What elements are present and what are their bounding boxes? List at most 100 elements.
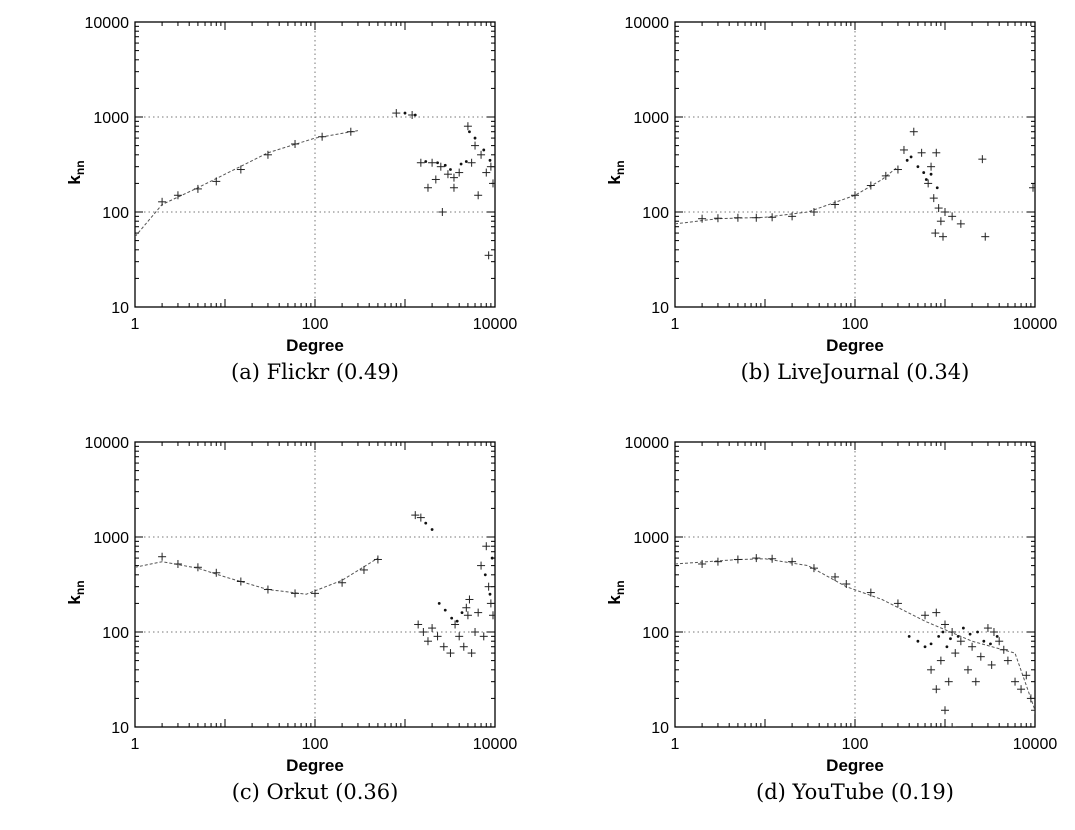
- data-point: [482, 168, 491, 177]
- data-point: [936, 217, 945, 226]
- data-point: [411, 511, 420, 520]
- data-point: [927, 162, 936, 171]
- y-tick-label: 1000: [93, 110, 129, 127]
- data-point: [987, 660, 996, 669]
- data-point: [490, 556, 494, 560]
- data-point: [941, 706, 949, 715]
- data-point: [346, 127, 355, 136]
- data-point: [477, 150, 486, 159]
- data-point: [938, 232, 947, 241]
- data-point: [956, 634, 960, 638]
- y-tick-label: 1000: [633, 110, 669, 127]
- data-point: [438, 208, 447, 216]
- data-point: [459, 162, 463, 166]
- data-point: [927, 665, 936, 674]
- data-point: [158, 552, 167, 561]
- chart-panel-livejournal: 1 100 10000 10 100 1000 10000 Degree knn (b) Live…: [540, 0, 1070, 410]
- data-point: [922, 171, 926, 174]
- data-point: [482, 148, 486, 152]
- data-point: [236, 577, 245, 586]
- data-point: [173, 559, 182, 568]
- data-point: [431, 175, 440, 184]
- data-point: [479, 632, 488, 641]
- data-point: [467, 649, 476, 658]
- chart-panel-flickr: 1 100 10000 10 100 1000 10000 Degree knn (a) Flic…: [0, 0, 530, 410]
- data-point: [450, 616, 454, 620]
- data-point: [439, 642, 448, 651]
- data-point: [936, 656, 945, 665]
- data-point: [698, 559, 707, 568]
- data-point: [842, 580, 851, 589]
- y-axis-label: knn: [605, 160, 627, 184]
- data-point: [482, 542, 491, 551]
- data-point: [467, 158, 476, 167]
- data-point: [488, 611, 495, 620]
- data-point: [449, 168, 452, 171]
- data-point: [484, 582, 493, 591]
- data-point: [403, 111, 407, 115]
- data-group: [675, 554, 1035, 727]
- x-tick-label: 10000: [1013, 736, 1058, 753]
- data-point: [1031, 706, 1035, 715]
- y-tick-label: 1000: [633, 530, 669, 547]
- data-point: [311, 589, 319, 598]
- x-tick-label: 10000: [473, 736, 518, 753]
- data-point: [173, 191, 182, 200]
- data-point: [486, 599, 495, 608]
- data-point: [428, 624, 437, 633]
- data-point: [1028, 183, 1035, 192]
- data-point: [956, 637, 965, 646]
- y-tick-label: 10: [111, 300, 129, 317]
- data-point: [464, 160, 468, 163]
- data-point: [924, 178, 928, 181]
- x-tick-label: 1: [671, 316, 680, 333]
- chart-svg: 1 100 10000 10 100 1000 10000 Degree knn (b) Live…: [605, 15, 1057, 384]
- y-tick-label: 100: [102, 625, 129, 642]
- data-point: [424, 521, 428, 525]
- x-tick-label: 1: [131, 316, 140, 333]
- data-point: [893, 599, 902, 608]
- data-point: [752, 213, 761, 222]
- chart-svg: 1 100 10000 10 100 1000 10000 Degree knn (c) Orku…: [65, 435, 518, 804]
- data-point: [907, 634, 911, 638]
- data-point: [923, 645, 927, 649]
- data-point: [455, 168, 464, 177]
- data-point: [236, 165, 245, 174]
- data-point: [983, 624, 992, 633]
- data-point: [809, 208, 818, 216]
- data-point: [916, 165, 920, 169]
- data-point: [473, 136, 477, 140]
- y-tick-label: 100: [642, 625, 669, 642]
- data-point: [995, 634, 999, 638]
- data-point: [968, 642, 977, 651]
- data-point: [455, 632, 464, 641]
- data-point: [981, 232, 990, 241]
- trend-line: [135, 130, 358, 238]
- data-point: [768, 554, 777, 563]
- data-point: [318, 132, 327, 141]
- data-point: [359, 565, 368, 574]
- data-point: [932, 685, 941, 694]
- data-point: [788, 557, 797, 566]
- data-point: [851, 191, 859, 200]
- data-group: [675, 127, 1035, 241]
- tick-marks: [674, 21, 1036, 308]
- tick-marks: [674, 441, 1036, 728]
- data-point: [916, 639, 920, 643]
- data-point: [465, 595, 474, 604]
- plot-frame: [674, 21, 1036, 308]
- data-point: [968, 632, 972, 636]
- data-point: [392, 109, 401, 118]
- x-tick-label: 100: [842, 316, 869, 333]
- data-point: [948, 212, 957, 221]
- trend-line: [675, 558, 1035, 711]
- data-point: [1011, 677, 1020, 686]
- data-point: [941, 620, 949, 629]
- data-point: [338, 578, 347, 587]
- data-point: [212, 568, 221, 577]
- data-point: [416, 513, 425, 522]
- data-point: [989, 628, 998, 636]
- data-point: [1003, 656, 1012, 665]
- x-axis-label: Degree: [286, 756, 344, 775]
- data-point: [989, 642, 992, 646]
